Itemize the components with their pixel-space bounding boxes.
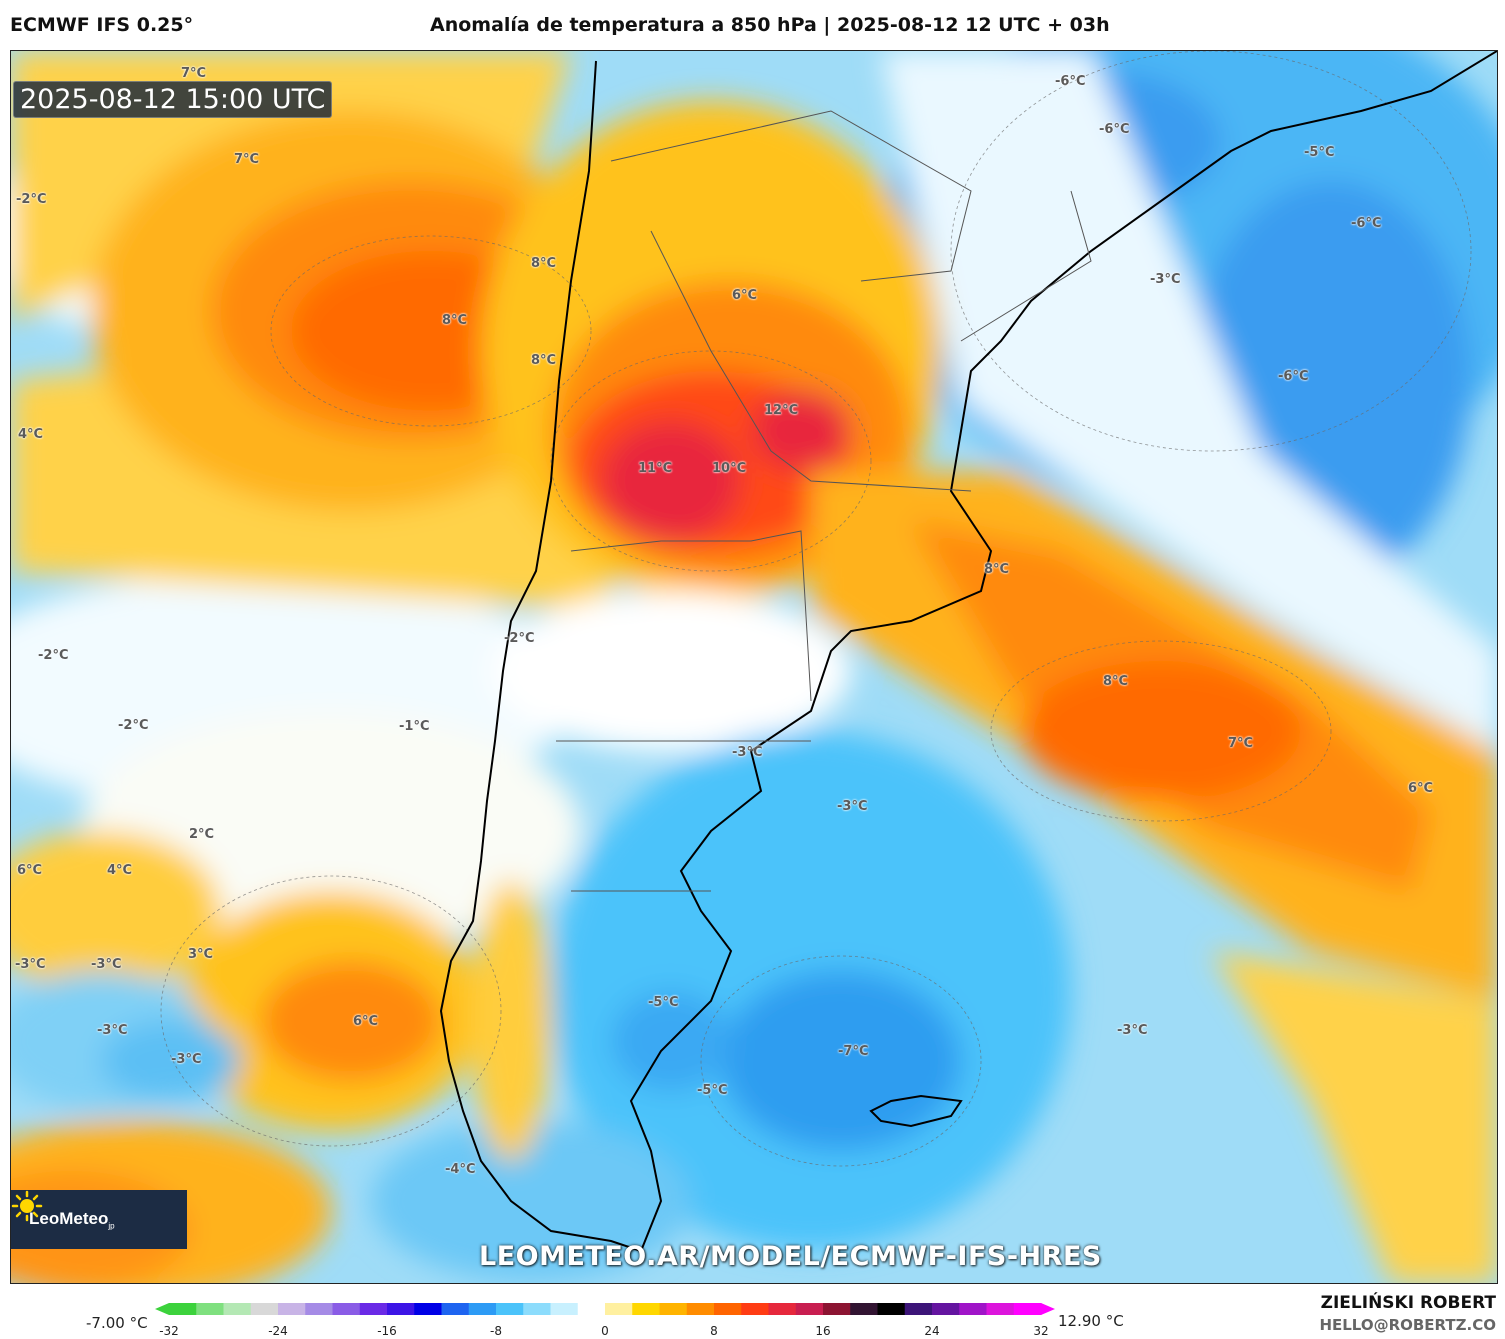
colorbar-scale (155, 1303, 1055, 1315)
contour-label: -6°C (1278, 369, 1309, 384)
author-email: HELLO@ROBERTZ.CO (1319, 1316, 1496, 1334)
contour-label: -3°C (91, 957, 122, 972)
colorbar-segment (332, 1303, 361, 1315)
leometeo-logo: LeoMeteojp (11, 1190, 187, 1249)
colorbar-segment (359, 1303, 388, 1315)
contour-label: 8°C (442, 313, 468, 328)
contour-label: -4°C (445, 1162, 476, 1177)
contour-label: -6°C (1055, 74, 1086, 89)
contour-label: 4°C (107, 863, 133, 878)
colorbar-tick-label: 16 (815, 1324, 831, 1338)
colorbar-segment (904, 1303, 933, 1315)
colorbar-extend-max (1041, 1303, 1055, 1315)
colorbar-tick-label: -32 (159, 1324, 179, 1338)
contour-label: 6°C (17, 863, 43, 878)
colorbar-segment (714, 1303, 742, 1315)
contour-label: -1°C (399, 719, 430, 734)
colorbar-segment (169, 1303, 197, 1315)
colorbar-max-label: 12.90 °C (1058, 1312, 1124, 1330)
contour-label: 8°C (531, 353, 557, 368)
sun-icon (11, 1190, 43, 1222)
colorbar-segment (768, 1303, 797, 1315)
colorbar-tick-label: 24 (924, 1324, 940, 1338)
colorbar-segment (250, 1303, 279, 1315)
map-field (11, 51, 1497, 1283)
contour-label: -6°C (1351, 216, 1382, 231)
contour-label: 6°C (1408, 781, 1434, 796)
contour-label: -2°C (16, 192, 47, 207)
contour-label: -5°C (697, 1083, 728, 1098)
contour-label: -3°C (837, 799, 868, 814)
contour-label: 6°C (732, 288, 758, 303)
colorbar-segment (686, 1303, 715, 1315)
contour-label: 6°C (353, 1014, 379, 1029)
colorbar-segment (659, 1303, 688, 1315)
contour-label: 7°C (234, 152, 260, 167)
colorbar-min-label: -7.00 °C (86, 1314, 148, 1332)
colorbar-segment (196, 1303, 224, 1315)
contour-label: -5°C (1304, 145, 1335, 160)
colorbar-segment (741, 1303, 769, 1315)
temperature-anomaly-map: 2025-08-12 15:00 UTC 7°C 7°C -2°C 8°C 8°… (10, 50, 1498, 1284)
colorbar-segment (632, 1303, 660, 1315)
contour-label: -3°C (97, 1023, 128, 1038)
contour-label: 12°C (764, 403, 799, 418)
contour-label: -3°C (1150, 272, 1181, 287)
contour-label: -3°C (15, 957, 46, 972)
contour-label: -2°C (118, 718, 149, 733)
colorbar-tick-label: 0 (601, 1324, 609, 1338)
contour-label: 7°C (181, 66, 207, 81)
contour-label: -3°C (1117, 1023, 1148, 1038)
colorbar-segment (496, 1303, 524, 1315)
colorbar-segment (305, 1303, 333, 1315)
colorbar-segment (850, 1303, 878, 1315)
colorbar-segment (877, 1303, 906, 1315)
colorbar-segment (795, 1303, 824, 1315)
contour-label: 4°C (18, 427, 44, 442)
colorbar-extend-min (155, 1303, 169, 1315)
map-title: Anomalía de temperatura a 850 hPa | 2025… (430, 14, 1110, 36)
contour-label: 7°C (1228, 736, 1254, 751)
contour-label: -2°C (504, 631, 535, 646)
colorbar: -7.00 °C -32 -24 -16 -8 0 8 16 24 32 12.90 °C (0, 1290, 1505, 1339)
colorbar-segment (441, 1303, 470, 1315)
logo-text: LeoMeteojp (29, 1208, 115, 1231)
valid-time-badge: 2025-08-12 15:00 UTC (13, 81, 333, 118)
colorbar-segment (278, 1303, 306, 1315)
contour-label: -5°C (648, 995, 679, 1010)
contour-label: -7°C (838, 1044, 869, 1059)
contour-label: 3°C (188, 947, 214, 962)
colorbar-tick-label: -24 (268, 1324, 288, 1338)
contour-label: 8°C (1103, 674, 1129, 689)
contour-label: -6°C (1099, 122, 1130, 137)
contour-label: -3°C (171, 1052, 202, 1067)
colorbar-segment (986, 1303, 1015, 1315)
colorbar-segment (823, 1303, 851, 1315)
colorbar-segment (468, 1303, 497, 1315)
colorbar-segment (523, 1303, 551, 1315)
author-name: ZIELIŃSKI ROBERT (1320, 1293, 1496, 1313)
colorbar-segment (959, 1303, 987, 1315)
contour-label: -3°C (732, 745, 763, 760)
colorbar-tick-label: -16 (377, 1324, 397, 1338)
colorbar-segment (550, 1303, 579, 1315)
contour-label: 11°C (638, 461, 673, 476)
colorbar-segment (577, 1303, 606, 1315)
colorbar-segment (223, 1303, 252, 1315)
contour-label: 8°C (531, 256, 557, 271)
model-name: ECMWF IFS 0.25° (10, 14, 194, 36)
colorbar-segment (605, 1303, 633, 1315)
source-url-watermark: LEOMETEO.AR/MODEL/ECMWF-IFS-HRES (479, 1241, 1102, 1272)
colorbar-segment (387, 1303, 415, 1315)
contour-label: -2°C (38, 648, 69, 663)
colorbar-tick-label: 8 (710, 1324, 718, 1338)
colorbar-tick-label: -8 (490, 1324, 502, 1338)
colorbar-segment (1013, 1303, 1042, 1315)
contour-label: 8°C (984, 562, 1010, 577)
colorbar-tick-label: 32 (1033, 1324, 1049, 1338)
contour-label: 10°C (712, 461, 747, 476)
contour-label: 2°C (189, 827, 215, 842)
colorbar-segment (414, 1303, 442, 1315)
colorbar-segment (932, 1303, 960, 1315)
